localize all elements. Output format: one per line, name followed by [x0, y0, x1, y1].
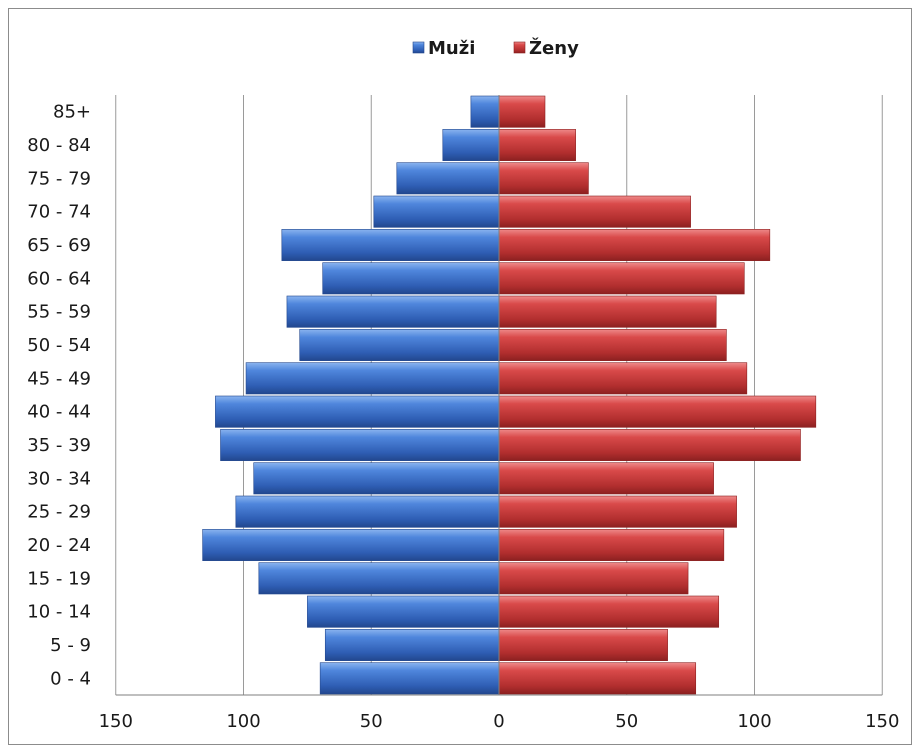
x-tick-label: 50 [360, 711, 383, 732]
bar-muzi-25-29 [235, 495, 500, 528]
legend: Muži Ženy [412, 37, 579, 59]
y-tick-label: 15 - 19 [27, 568, 91, 589]
y-axis-labels: 0 - 4 5 - 9 10 - 14 15 - 19 20 - 24 25 - 29 30… [27, 102, 91, 690]
bar-muzi-45-49 [245, 362, 500, 395]
bar-zeny-50-54 [498, 329, 727, 361]
y-tick-label: 20 - 24 [27, 535, 91, 556]
bar-muzi-55-59 [286, 295, 500, 328]
bar-zeny-0-4 [498, 662, 697, 695]
bar-muzi-75-79 [396, 162, 500, 195]
x-tick-label: 150 [865, 711, 899, 732]
bar-zeny-60-64 [498, 262, 745, 295]
bar-muzi-85+ [470, 95, 500, 128]
axis-lines [115, 95, 883, 696]
y-tick-label: 25 - 29 [27, 502, 91, 523]
bar-zeny-45-49 [498, 362, 748, 395]
y-tick-label: 50 - 54 [27, 335, 91, 356]
legend-item-muzi: Muži [412, 38, 475, 59]
bar-muzi-65-69 [281, 229, 500, 261]
legend-swatch-zeny [513, 41, 526, 54]
bar-zeny-75-79 [498, 162, 589, 195]
bar-zeny-55-59 [498, 295, 717, 328]
bar-zeny-20-24 [498, 529, 725, 561]
bar-muzi-30-34 [253, 462, 500, 495]
bar-muzi-80-84 [442, 129, 500, 161]
x-tick-label: 100 [737, 711, 771, 732]
bar-zeny-40-44 [498, 395, 817, 428]
y-tick-label: 40 - 44 [27, 402, 91, 423]
bar-muzi-40-44 [215, 395, 500, 428]
bar-zeny-10-14 [498, 595, 720, 628]
x-tick-label: 50 [615, 711, 638, 732]
legend-item-zeny: Ženy [513, 37, 579, 59]
y-tick-label: 85+ [53, 102, 91, 123]
x-tick-label: 0 [493, 711, 504, 732]
bar-muzi-60-64 [322, 262, 500, 295]
bar-zeny-15-19 [498, 562, 689, 595]
bar-muzi-15-19 [258, 562, 500, 595]
series-zeny-bars [498, 95, 817, 695]
y-tick-label: 70 - 74 [27, 202, 91, 223]
bar-muzi-20-24 [202, 529, 500, 561]
bar-muzi-50-54 [299, 329, 500, 361]
legend-label-muzi: Muži [428, 38, 475, 59]
y-tick-label: 30 - 34 [27, 468, 91, 489]
bar-muzi-70-74 [373, 195, 500, 228]
bar-muzi-5-9 [324, 629, 500, 661]
bar-muzi-10-14 [307, 595, 500, 628]
legend-label-zeny: Ženy [529, 37, 579, 59]
bar-zeny-35-39 [498, 429, 801, 461]
x-tick-label: 150 [99, 711, 133, 732]
y-tick-label: 80 - 84 [27, 135, 91, 156]
y-tick-label: 0 - 4 [50, 668, 91, 689]
bar-zeny-65-69 [498, 229, 771, 261]
legend-swatch-muzi [412, 41, 425, 54]
series-muzi-bars [202, 95, 500, 695]
bar-zeny-25-29 [498, 495, 737, 528]
bar-zeny-85+ [498, 95, 546, 128]
bar-zeny-70-74 [498, 195, 691, 228]
chart-frame: 0 - 4 5 - 9 10 - 14 15 - 19 20 - 24 25 - 29 30… [8, 8, 912, 745]
bar-zeny-30-34 [498, 462, 714, 495]
y-tick-label: 65 - 69 [27, 235, 91, 256]
bar-muzi-0-4 [319, 662, 500, 695]
population-pyramid-chart: 0 - 4 5 - 9 10 - 14 15 - 19 20 - 24 25 - 29 30… [27, 37, 900, 732]
y-tick-label: 75 - 79 [27, 168, 91, 189]
x-tick-label: 100 [226, 711, 260, 732]
x-axis-labels: 150 100 50 0 50 100 150 [99, 711, 900, 732]
y-tick-label: 55 - 59 [27, 302, 91, 323]
y-tick-label: 5 - 9 [50, 635, 91, 656]
y-tick-label: 60 - 64 [27, 268, 91, 289]
gridlines [115, 95, 883, 695]
y-tick-label: 35 - 39 [27, 435, 91, 456]
y-tick-label: 10 - 14 [27, 602, 91, 623]
bar-zeny-80-84 [498, 129, 576, 161]
bar-muzi-35-39 [220, 429, 500, 461]
y-tick-label: 45 - 49 [27, 368, 91, 389]
bar-zeny-5-9 [498, 629, 668, 661]
